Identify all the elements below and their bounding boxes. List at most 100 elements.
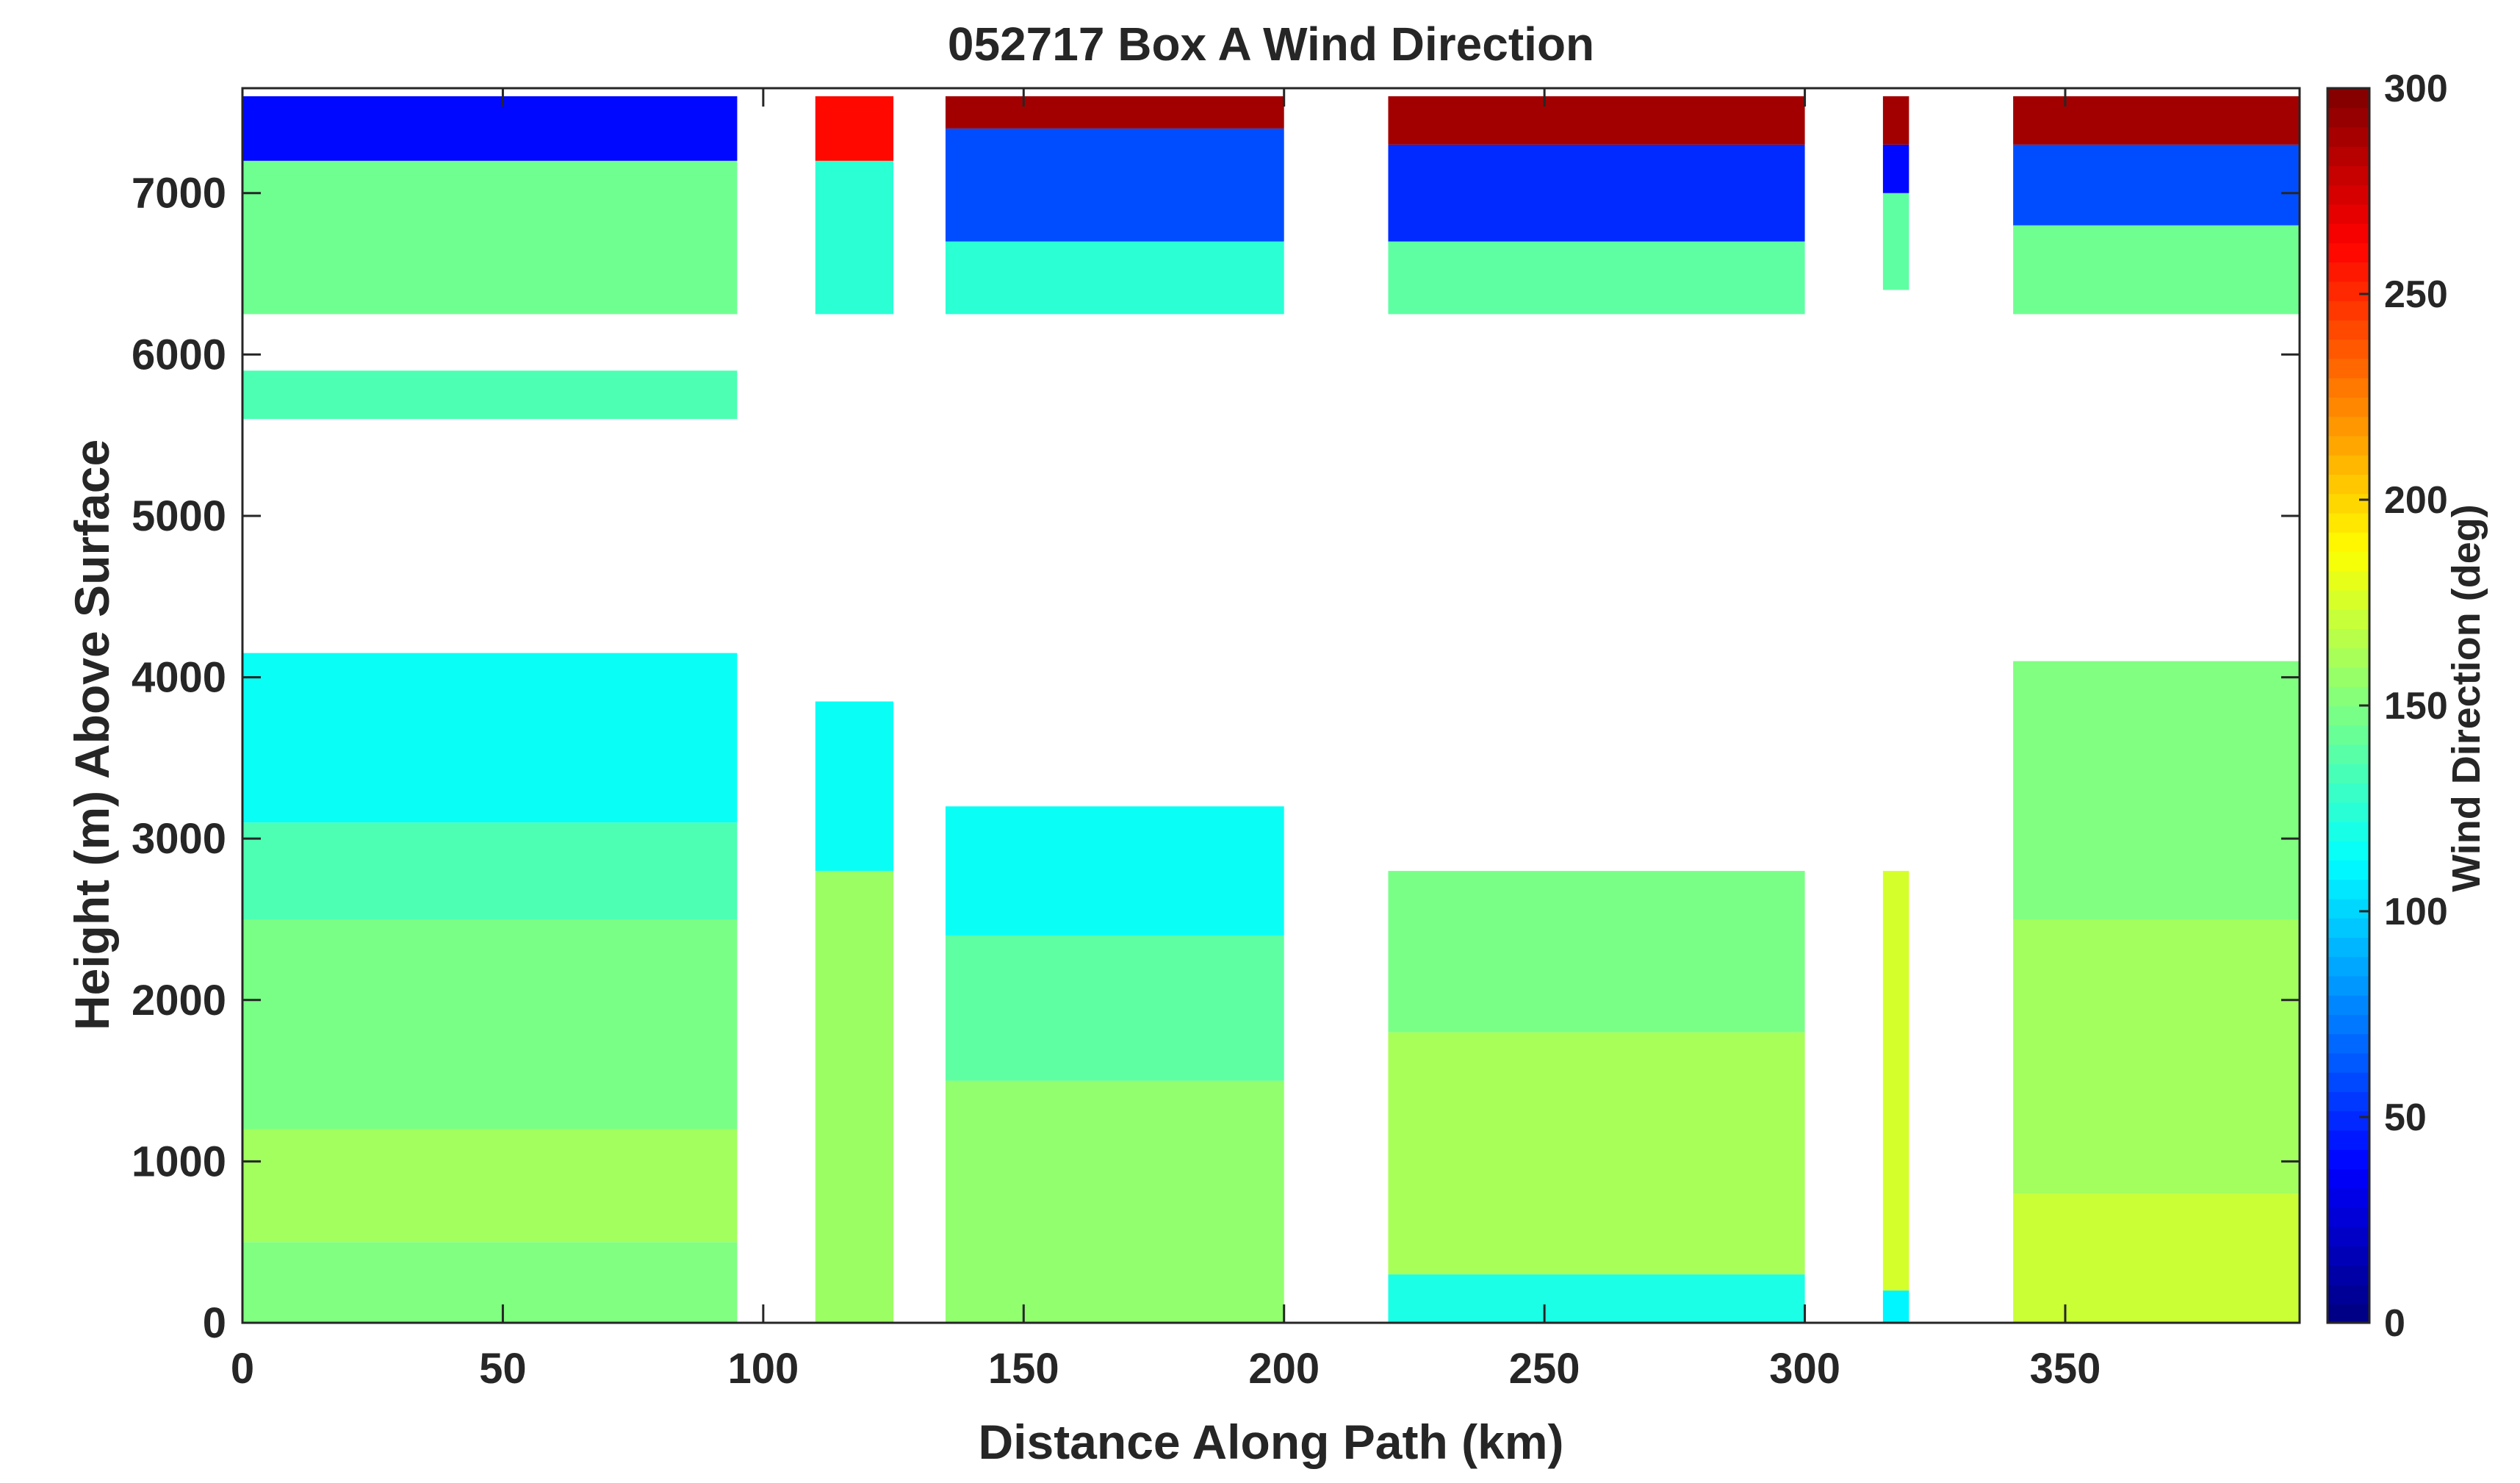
colorbar-band xyxy=(2328,994,2369,1015)
heatmap-cell xyxy=(815,871,894,1323)
colorbar-band xyxy=(2328,531,2369,552)
y-tick-label: 0 xyxy=(203,1299,226,1347)
data-segment-4 xyxy=(1882,96,1909,1323)
y-tick-label: 6000 xyxy=(132,331,226,378)
heatmap-cell xyxy=(2013,919,2300,1194)
colorbar-band xyxy=(2328,1246,2369,1266)
colorbar-band xyxy=(2328,667,2369,687)
colorbar-band xyxy=(2328,763,2369,783)
colorbar-band xyxy=(2328,1303,2369,1324)
x-tick-label: 200 xyxy=(1248,1345,1320,1393)
colorbar-band xyxy=(2328,589,2369,610)
heatmap-cell xyxy=(242,653,738,823)
colorbar-band xyxy=(2328,1265,2369,1285)
colorbar-band xyxy=(2328,184,2369,205)
colorbar-band xyxy=(2328,1052,2369,1073)
colorbar-band xyxy=(2328,146,2369,166)
y-axis-label: Height (m) Above Surface xyxy=(65,439,119,1030)
colorbar-band xyxy=(2328,744,2369,764)
colorbar-band xyxy=(2328,454,2369,475)
colorbar-band xyxy=(2328,725,2369,745)
heatmap-cell xyxy=(1882,193,1909,290)
heatmap-cell xyxy=(1388,144,1805,242)
colorbar: 0 50 100 150 200 250 300 xyxy=(2326,68,2448,1345)
colorbar-band xyxy=(2328,474,2369,495)
x-tick-label: 300 xyxy=(1769,1345,1840,1393)
colorbar-band xyxy=(2328,358,2369,378)
colorbar-band xyxy=(2328,570,2369,591)
heatmap-cell xyxy=(815,96,894,161)
colorbar-band xyxy=(2328,223,2369,243)
heatmap-cell xyxy=(242,370,738,420)
heatmap-cell xyxy=(945,935,1284,1081)
colorbar-band xyxy=(2328,975,2369,996)
colorbar-band xyxy=(2328,435,2369,456)
colorbar-tick-label: 150 xyxy=(2384,685,2448,728)
heatmap-cell xyxy=(242,1242,738,1323)
colorbar-tick-label: 0 xyxy=(2384,1302,2405,1345)
heatmap-cell xyxy=(1388,96,1805,145)
heatmap-cell xyxy=(945,806,1284,936)
colorbar-band xyxy=(2328,377,2369,398)
heatmap-cell xyxy=(1882,144,1909,193)
colorbar-band xyxy=(2328,705,2369,726)
colorbar-band xyxy=(2328,898,2369,919)
colorbar-band xyxy=(2328,281,2369,301)
colorbar-band xyxy=(2328,1091,2369,1112)
colorbar-tick-label: 200 xyxy=(2384,479,2448,522)
colorbar-tick-label: 250 xyxy=(2384,273,2448,316)
colorbar-band xyxy=(2328,165,2369,186)
colorbar-band xyxy=(2328,397,2369,417)
x-tick-label: 50 xyxy=(479,1345,527,1393)
heatmap-cell xyxy=(2013,661,2300,919)
chart-title: 052717 Box A Wind Direction xyxy=(948,18,1594,71)
colorbar-band xyxy=(2328,339,2369,359)
heatmap-cell xyxy=(2013,144,2300,226)
colorbar-band xyxy=(2328,783,2369,803)
colorbar-band xyxy=(2328,416,2369,437)
heatmap-cell xyxy=(1388,871,1805,1033)
colorbar-band xyxy=(2328,320,2369,340)
heatmap-cell xyxy=(1882,1290,1909,1323)
y-tick-label: 5000 xyxy=(132,492,226,540)
heatmap-cell xyxy=(1882,96,1909,145)
colorbar-band xyxy=(2328,840,2369,861)
colorbar-tick-label: 300 xyxy=(2384,68,2448,110)
data-segment-1 xyxy=(815,96,894,1323)
colorbar-band xyxy=(2328,1130,2369,1150)
colorbar-band xyxy=(2328,860,2369,880)
heatmap-cell xyxy=(242,160,738,315)
colorbar-band xyxy=(2328,1168,2369,1189)
heatmap-cell xyxy=(945,128,1284,242)
colorbar-band xyxy=(2328,647,2369,668)
colorbar-band xyxy=(2328,1014,2369,1035)
colorbar-band xyxy=(2328,1226,2369,1246)
heatmap-cell xyxy=(2013,1193,2300,1323)
colorbar-band xyxy=(2328,608,2369,629)
x-tick-label: 350 xyxy=(2030,1345,2101,1393)
heatmap-cell xyxy=(815,701,894,872)
colorbar-tick-label: 100 xyxy=(2384,891,2448,933)
x-axis-label: Distance Along Path (km) xyxy=(979,1415,1564,1469)
colorbar-band xyxy=(2328,686,2369,706)
heatmap-cell xyxy=(1388,1032,1805,1275)
colorbar-band xyxy=(2328,243,2369,263)
x-tick-label: 0 xyxy=(231,1345,254,1393)
colorbar-band xyxy=(2328,107,2369,128)
colorbar-band xyxy=(2328,937,2369,958)
y-tick-label: 4000 xyxy=(132,654,226,702)
colorbar-band xyxy=(2328,917,2369,938)
heatmap-cell xyxy=(2013,225,2300,315)
colorbar-band xyxy=(2328,1188,2369,1208)
data-segment-2 xyxy=(945,96,1284,1323)
heatmap-cell xyxy=(242,919,738,1130)
colorbar-band xyxy=(2328,493,2369,514)
axes-frame xyxy=(241,87,2301,1324)
colorbar-band xyxy=(2328,1284,2369,1304)
colorbar-band xyxy=(2328,1110,2369,1131)
y-tick-label: 3000 xyxy=(132,815,226,863)
colorbar-label: Wind Direction (deg) xyxy=(2444,504,2488,891)
heatmap-cell xyxy=(945,241,1284,315)
colorbar-band xyxy=(2328,262,2369,282)
